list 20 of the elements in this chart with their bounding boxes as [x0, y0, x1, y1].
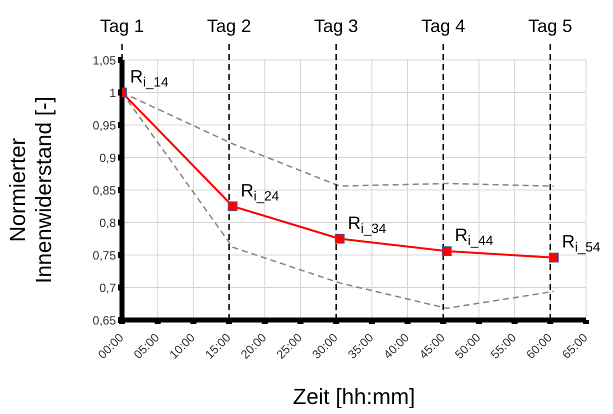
ref-line-label: Tag 4 — [421, 16, 466, 36]
y-axis-title: Normierter Innenwiderstand [-] — [5, 96, 56, 284]
ref-line-label: Tag 5 — [528, 16, 572, 36]
annotation: R$_{i_24}$ — [240, 180, 280, 204]
annotation: R$_{i_34}$ — [348, 212, 387, 236]
y-tick-label: 0,8 — [99, 216, 116, 230]
y-tick-label: 0,9 — [99, 150, 116, 165]
y-tick-label: 0,75 — [92, 248, 116, 262]
y-tick-label: 0,65 — [92, 313, 116, 328]
y-tick-label: 0,95 — [92, 118, 116, 132]
annotation: R$_{i_44}$ — [454, 225, 494, 248]
y-tick-label: 0,85 — [92, 183, 116, 198]
ref-line-label: Tag 3 — [314, 16, 358, 36]
y-tick-label: 1,05 — [92, 53, 116, 68]
ref-line-label: Tag 1 — [100, 16, 144, 36]
y-tick-label: 0,7 — [99, 280, 116, 295]
annotation: R$_{i_54}$ — [562, 232, 601, 255]
ref-line-label: Tag 2 — [207, 16, 252, 36]
y-tick-label: 1 — [109, 86, 116, 100]
annotation: R$_{i_14}$ — [130, 66, 170, 90]
